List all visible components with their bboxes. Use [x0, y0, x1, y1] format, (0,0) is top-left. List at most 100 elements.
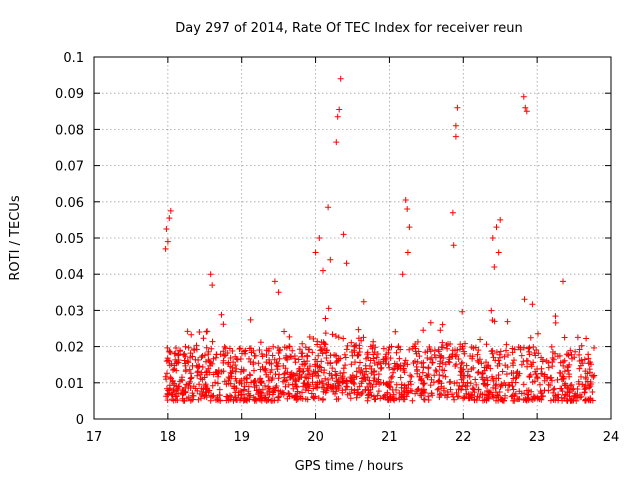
data-point — [547, 382, 554, 389]
data-point — [481, 377, 488, 384]
data-point — [238, 391, 245, 398]
data-point — [414, 368, 421, 375]
data-point — [326, 370, 333, 377]
data-point — [320, 267, 326, 274]
data-point — [522, 104, 529, 111]
data-point — [567, 397, 574, 404]
data-point — [392, 328, 399, 335]
data-point — [233, 365, 240, 372]
data-point — [359, 370, 366, 377]
data-point — [305, 375, 312, 382]
data-point — [285, 390, 292, 397]
data-point — [355, 351, 362, 358]
data-point — [436, 378, 443, 385]
data-point — [227, 355, 234, 361]
data-point — [520, 358, 527, 365]
data-point — [306, 334, 313, 340]
data-point — [187, 375, 194, 382]
data-point — [511, 392, 518, 399]
data-point — [286, 343, 293, 350]
data-point — [327, 256, 334, 263]
data-point — [369, 345, 376, 352]
data-point — [498, 381, 505, 388]
data-point — [420, 364, 427, 371]
data-point — [290, 385, 297, 392]
data-point — [352, 342, 358, 349]
data-point — [523, 387, 530, 394]
data-point — [424, 348, 431, 355]
data-point — [401, 369, 408, 376]
data-point — [447, 341, 454, 347]
data-point — [484, 363, 491, 370]
data-point — [587, 380, 594, 387]
data-point — [353, 394, 360, 401]
data-point — [499, 397, 506, 404]
data-point — [558, 376, 565, 383]
data-point — [300, 368, 307, 375]
data-point — [196, 381, 203, 388]
data-point — [265, 383, 272, 390]
data-point — [544, 375, 551, 382]
data-point — [170, 387, 177, 394]
data-point — [242, 396, 249, 403]
data-point — [474, 369, 481, 376]
data-point — [497, 216, 504, 223]
data-point — [209, 282, 216, 289]
data-point — [218, 311, 225, 318]
data-point — [365, 394, 371, 401]
data-point — [173, 360, 180, 367]
data-point — [496, 360, 503, 367]
x-tick-labels: 17 18 19 20 21 22 23 24 — [86, 430, 620, 445]
data-point — [483, 341, 490, 348]
data-point — [467, 353, 474, 359]
data-point — [188, 396, 195, 403]
data-point — [304, 365, 311, 372]
data-point — [354, 352, 361, 359]
data-point — [548, 343, 555, 350]
data-point — [488, 307, 495, 314]
x-tick-label: 22 — [455, 430, 472, 445]
data-point — [295, 356, 302, 363]
data-point — [348, 339, 355, 346]
data-point — [344, 383, 351, 390]
data-point — [430, 379, 437, 386]
data-point — [332, 333, 339, 339]
data-point — [220, 359, 227, 366]
data-point — [304, 381, 311, 387]
grid-lines — [94, 57, 611, 419]
data-point — [421, 380, 428, 387]
data-point — [312, 249, 319, 256]
data-point — [366, 377, 373, 384]
x-tick-label: 24 — [603, 430, 620, 445]
data-point — [272, 371, 279, 378]
data-point — [360, 298, 367, 305]
data-point — [397, 374, 404, 381]
data-point — [409, 388, 415, 394]
data-point — [180, 351, 187, 358]
data-point — [510, 397, 517, 404]
data-point — [301, 380, 308, 386]
data-point — [228, 370, 235, 377]
data-point — [296, 346, 303, 353]
data-point — [226, 345, 233, 352]
data-point — [203, 344, 210, 351]
data-point — [289, 347, 296, 354]
data-point — [473, 381, 480, 388]
data-point — [240, 368, 247, 374]
data-point — [375, 371, 382, 378]
data-point — [188, 331, 195, 338]
data-point — [188, 374, 195, 381]
x-tick-label: 18 — [160, 430, 177, 445]
data-point — [215, 373, 221, 380]
data-point — [356, 349, 363, 355]
data-point — [533, 371, 539, 377]
data-point — [216, 392, 223, 398]
data-point — [333, 372, 340, 379]
data-point — [232, 375, 239, 382]
data-point — [225, 361, 232, 367]
data-point — [329, 375, 336, 382]
data-point — [373, 354, 380, 361]
data-point — [549, 377, 555, 384]
data-point — [451, 396, 458, 403]
data-point — [368, 366, 375, 372]
